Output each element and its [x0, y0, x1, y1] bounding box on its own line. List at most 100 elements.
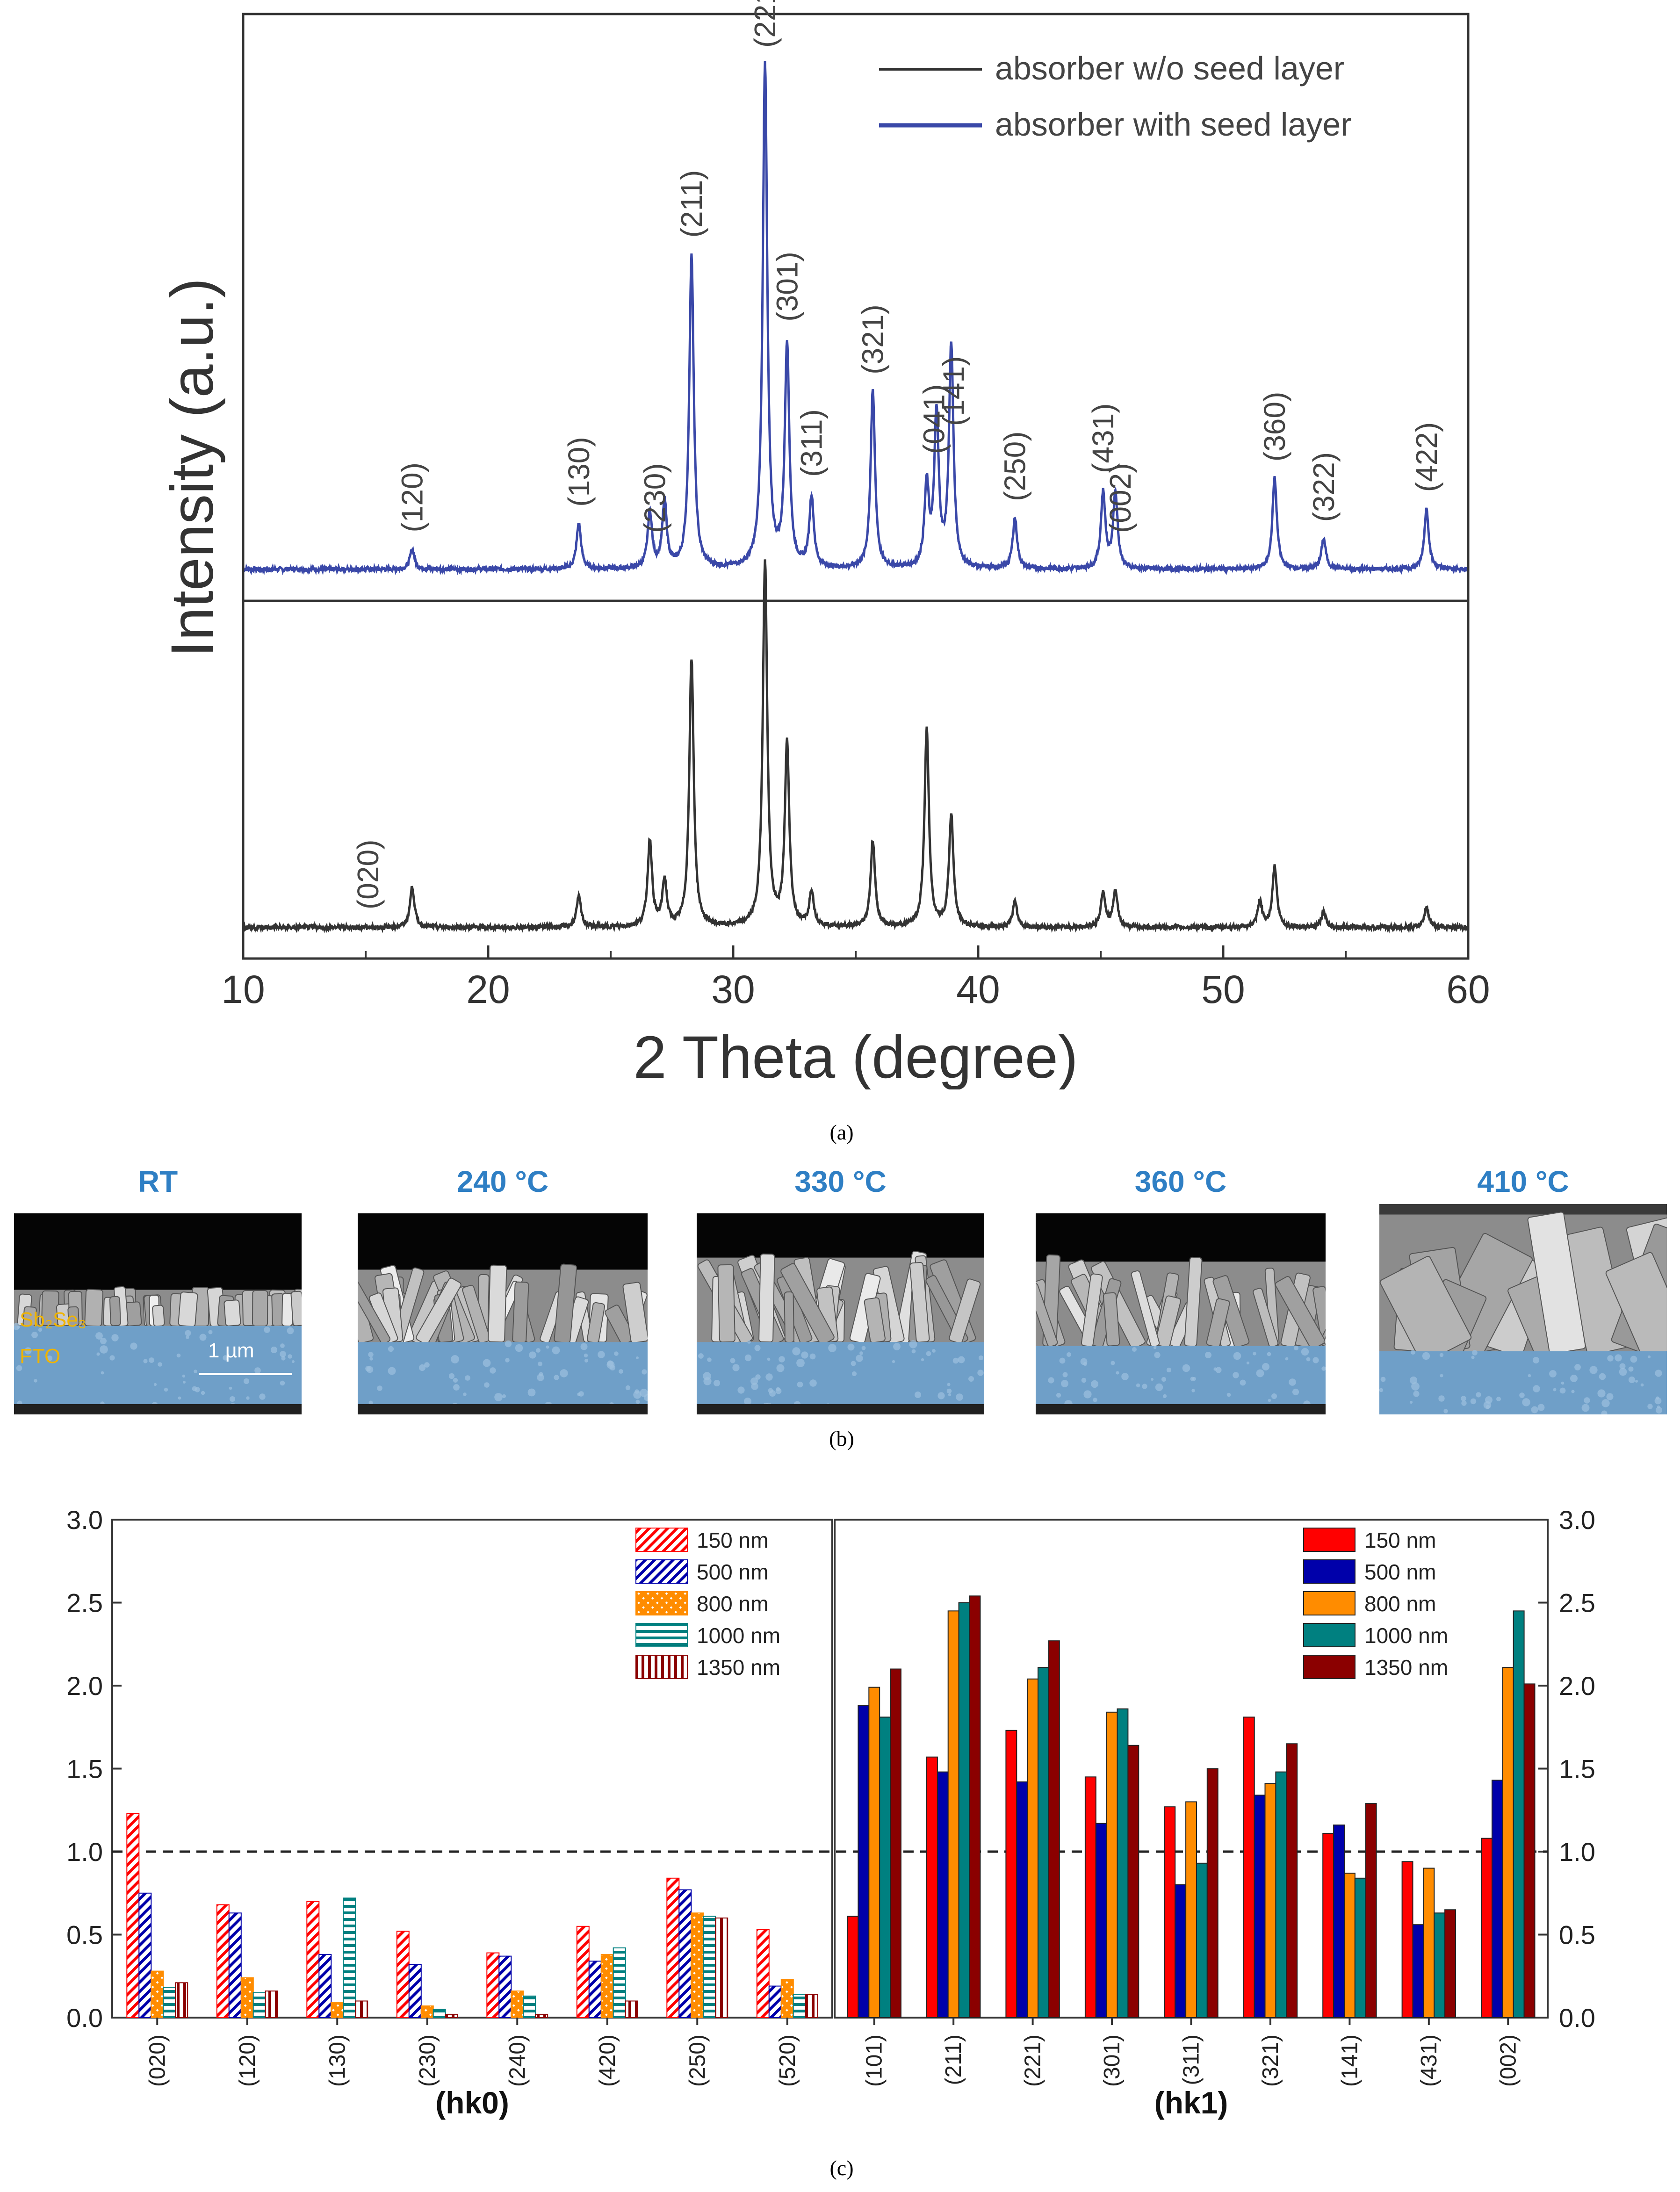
peak-label: (002)	[1103, 463, 1137, 533]
bar	[175, 1982, 188, 2018]
bar	[252, 1992, 266, 2019]
x-tick-label: (311)	[1179, 2034, 1204, 2085]
x-tick-label: (020)	[145, 2034, 170, 2087]
bar	[1206, 1768, 1219, 2018]
bar	[1434, 1912, 1446, 2019]
legend-entry: absorber w/o seed layer	[995, 50, 1344, 87]
bar	[805, 1994, 818, 2018]
bar	[1185, 1801, 1197, 2018]
bar	[1492, 1780, 1503, 2019]
y-tick-label: 3.0	[66, 1505, 103, 1535]
x-axis-title: 2 Theta (degree)	[633, 1024, 1078, 1089]
bar	[958, 1602, 970, 2018]
legend-swatch	[635, 1623, 688, 1647]
bar	[1027, 1678, 1039, 2019]
bar	[666, 1877, 680, 2019]
peak-label: (211)	[675, 170, 708, 238]
bar	[1423, 1868, 1435, 2018]
sem-image: Sb₂Se₃ FTO 1 µm	[14, 1213, 302, 1414]
x-tick-label: (130)	[325, 2034, 350, 2087]
sem-image	[358, 1213, 648, 1414]
panel-label-c: (c)	[829, 2156, 854, 2180]
bar	[879, 1716, 891, 2018]
y-tick-label: 2.0	[1559, 1671, 1595, 1701]
bar	[678, 1889, 692, 2018]
legend-swatch	[635, 1591, 688, 1615]
legend-entry: 500 nm	[697, 1560, 768, 1584]
bar	[1354, 1877, 1366, 2019]
bar	[126, 1813, 140, 2019]
bar	[445, 2013, 458, 2018]
legend-swatch	[635, 1528, 688, 1552]
sem-title: 330 °C	[794, 1165, 887, 1198]
peak-label: (221)	[748, 0, 782, 48]
curve-without-seed-layer	[242, 559, 1468, 934]
bar	[1196, 1862, 1208, 2019]
bar	[780, 1979, 794, 2018]
peak-label: (322)	[1307, 452, 1341, 522]
x-tick-label: (250)	[685, 2034, 710, 2087]
bar	[511, 1990, 524, 2019]
bar	[793, 1994, 806, 2018]
y-tick-label: 0.0	[1559, 2003, 1595, 2033]
x-tick-label: 40	[956, 967, 1000, 1011]
bar	[486, 1952, 500, 2019]
bar	[1523, 1683, 1536, 2018]
bar	[1127, 1745, 1139, 2019]
peak-label: (360)	[1258, 392, 1291, 461]
bar	[228, 1912, 242, 2019]
scale-bar	[199, 1372, 292, 1375]
bar	[523, 1995, 536, 2018]
x-tick-label: (141)	[1337, 2034, 1362, 2087]
sem-image	[697, 1213, 984, 1414]
x-tick-label: (002)	[1496, 2034, 1521, 2087]
peak-label: (250)	[998, 431, 1032, 501]
x-tick-label: 50	[1201, 967, 1245, 1011]
legend-entry: 800 nm	[697, 1592, 768, 1616]
bar	[937, 1771, 949, 2019]
legend-entry: 800 nm	[1364, 1592, 1436, 1616]
bar	[1286, 1743, 1298, 2019]
bar	[703, 1916, 716, 2018]
bar	[969, 1595, 981, 2019]
legend-entry: 1000 nm	[1364, 1623, 1448, 1648]
x-tick-label: (420)	[595, 2034, 620, 2087]
bar	[715, 1918, 728, 2018]
legend-swatch	[1303, 1559, 1356, 1584]
bar	[420, 2005, 434, 2019]
y-tick-label: 2.5	[1559, 1588, 1595, 1618]
x-axis-title: (hk1)	[1154, 2085, 1228, 2120]
bar	[265, 1990, 278, 2019]
bar	[613, 1947, 626, 2018]
sem-title: 240 °C	[456, 1165, 549, 1198]
y-tick-label: 0.5	[1559, 1920, 1595, 1950]
x-tick-label: (211)	[941, 2034, 966, 2085]
y-tick-label: 3.0	[1559, 1505, 1595, 1535]
x-tick-label: (520)	[775, 2034, 800, 2087]
legend-entry: 1350 nm	[1364, 1655, 1448, 1680]
bar	[1175, 1884, 1187, 2018]
sem-title: 410 °C	[1477, 1165, 1569, 1198]
legend-entry: 150 nm	[1364, 1528, 1436, 1552]
bar	[1095, 1823, 1107, 2018]
sem-layer-label-sb2se3: Sb₂Se₃	[20, 1308, 87, 1332]
x-tick-label: 20	[466, 967, 510, 1011]
y-tick-label: 0.5	[66, 1920, 103, 1950]
legend-swatch	[635, 1655, 688, 1679]
legend-entry: absorber with seed layer	[995, 106, 1352, 143]
curve-with-seed-layer	[242, 61, 1469, 576]
bar	[535, 2013, 548, 2018]
peak-label: (321)	[856, 304, 890, 374]
bar	[926, 1756, 938, 2018]
bar	[1264, 1783, 1276, 2018]
panel-label-b: (b)	[829, 1427, 854, 1450]
scale-bar-label: 1 µm	[208, 1339, 254, 1362]
plot-frame-right	[834, 1519, 1549, 2019]
bar	[1005, 1730, 1017, 2019]
bar	[600, 1954, 614, 2019]
xrd-chart: 10 20 30 40 50 60 2 Theta (degree) Intensity (a…	[159, 0, 1490, 1089]
bar	[588, 1961, 602, 2018]
bar	[1084, 1776, 1096, 2019]
legend-swatch	[1303, 1591, 1356, 1615]
x-tick-label: (221)	[1021, 2034, 1045, 2087]
